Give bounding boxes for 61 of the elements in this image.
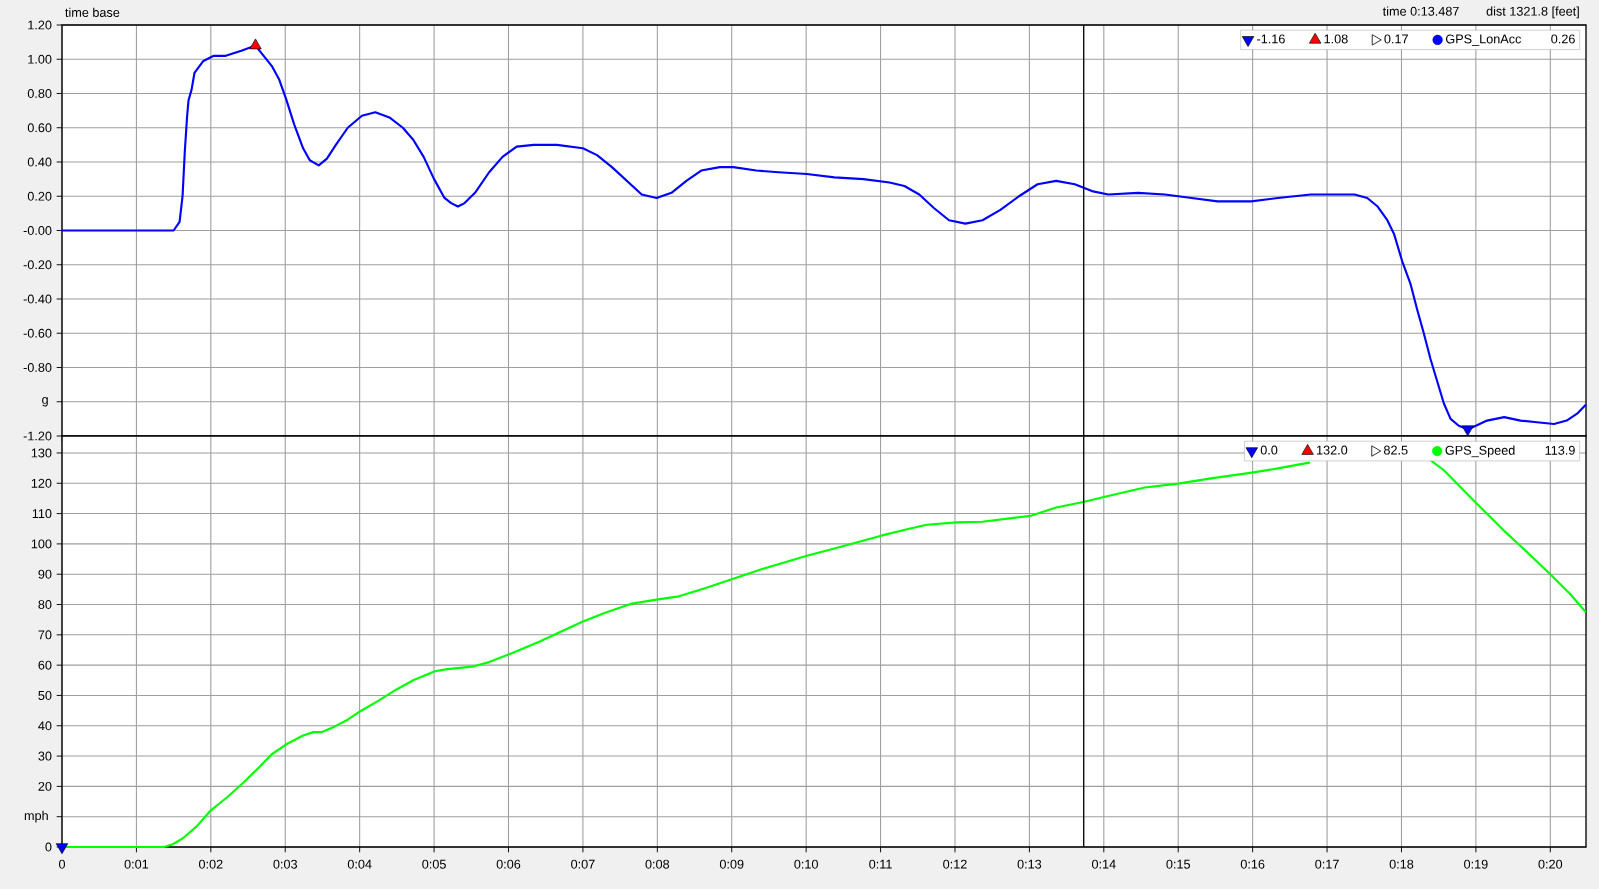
- y-tick-label: 100: [31, 539, 52, 549]
- x-tick-label: 0:05: [422, 859, 446, 869]
- x-tick-label: 0:01: [124, 859, 149, 869]
- annotation: 113.9: [1545, 445, 1575, 455]
- y-tick-label: -1.20: [23, 431, 52, 441]
- x-tick-label: 0:15: [1166, 859, 1191, 869]
- y-tick-label: 80: [38, 600, 52, 609]
- y-tick-label: 0: [45, 842, 52, 852]
- legend-label: GPS_LonAcc: [1445, 34, 1522, 46]
- y-tick-label: 130: [31, 448, 52, 458]
- y-tick-label: 70: [38, 630, 52, 640]
- y-tick-label: -0.60: [23, 328, 52, 338]
- x-tick-label: 0:04: [347, 859, 372, 869]
- text: time 0:13.487: [1382, 6, 1459, 16]
- text: time base: [65, 7, 120, 17]
- y-tick-label: 0.60: [27, 123, 52, 133]
- y-tick-label: 0.20: [27, 191, 52, 201]
- x-tick-label: 0:17: [1315, 859, 1339, 869]
- legend-label: 0.0: [1260, 445, 1278, 455]
- x-tick-label: 0:19: [1464, 859, 1488, 869]
- y-tick-label: 60: [38, 660, 52, 670]
- y-tick-label: 0.80: [27, 89, 52, 98]
- y-tick-label: -0.80: [23, 363, 52, 372]
- x-tick-label: 0:14: [1091, 859, 1116, 869]
- x-tick-label: 0:08: [645, 859, 670, 869]
- y-tick-label: -0.00: [23, 226, 52, 235]
- x-tick-label: 0:06: [496, 859, 521, 869]
- x-tick-label: 0:07: [571, 859, 595, 869]
- y-tick-label: -0.40: [23, 294, 52, 304]
- x-tick-label: 0:16: [1240, 859, 1265, 869]
- y-tick-label: 40: [38, 721, 52, 731]
- legend-label: 132.0: [1317, 445, 1348, 455]
- y-tick-label: 1.20: [28, 20, 52, 30]
- y-tick-label: 90: [38, 569, 52, 579]
- x-tick-label: 0:18: [1389, 859, 1414, 869]
- text: dist 1321.8 [feet]: [1486, 6, 1579, 19]
- x-tick-label: 0: [58, 859, 66, 869]
- x-tick-label: 0:11: [869, 859, 892, 869]
- y-tick-label: -0.20: [23, 260, 52, 270]
- y-tick-label: 30: [38, 751, 52, 761]
- annotation: 82.5: [1383, 445, 1408, 455]
- annotation: 0.17: [1384, 34, 1408, 44]
- y-tick-label: 50: [38, 690, 52, 700]
- y-axis-title: mph: [24, 810, 48, 823]
- y-tick-label: 0.40: [27, 157, 52, 167]
- y-tick-label: 20: [38, 781, 52, 791]
- annotation: 0.26: [1551, 34, 1575, 44]
- x-tick-label: 0:09: [719, 859, 744, 869]
- legend-label: GPS_Speed: [1445, 445, 1515, 458]
- x-tick-label: 0:20: [1538, 859, 1563, 869]
- x-tick-label: 0:02: [199, 859, 223, 869]
- y-tick-label: 110: [32, 509, 52, 519]
- y-tick-label: 1.00: [28, 54, 52, 64]
- x-tick-label: 0:10: [794, 859, 818, 869]
- x-tick-label: 0:13: [1017, 859, 1042, 869]
- y-axis-title: g: [42, 397, 48, 407]
- x-tick-label: 0:03: [273, 859, 298, 869]
- y-tick-label: 120: [31, 478, 52, 488]
- legend-label: -1.16: [1257, 34, 1285, 44]
- x-tick-label: 0:12: [943, 859, 967, 869]
- legend-label: 1.08: [1324, 34, 1348, 44]
